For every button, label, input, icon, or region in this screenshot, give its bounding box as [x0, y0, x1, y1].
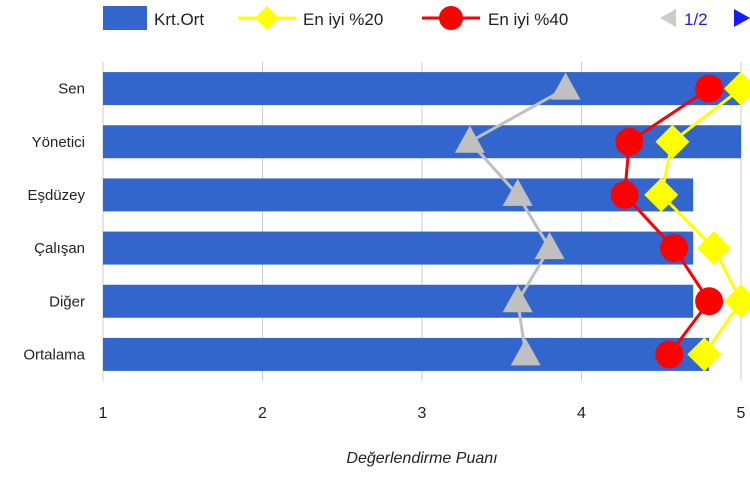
circle-marker — [610, 180, 639, 209]
category-label: Yönetici — [32, 134, 85, 151]
legend-diamond-icon — [255, 6, 279, 30]
legend: Krt.Ort En iyi %20 En iyi %40 1/2 — [103, 6, 750, 30]
circle-marker — [655, 340, 684, 369]
diamond-marker — [724, 71, 750, 106]
legend-page-indicator: 1/2 — [684, 10, 708, 29]
triangle-marker — [550, 72, 581, 100]
bar — [103, 337, 710, 371]
circle-marker — [695, 74, 724, 103]
legend-circle-icon — [439, 6, 463, 30]
x-tick-label: 1 — [99, 405, 108, 422]
triangle-marker — [502, 178, 533, 206]
x-tick-label: 2 — [258, 405, 267, 422]
category-label: Çalışan — [34, 240, 85, 257]
gridlines — [102, 62, 742, 381]
x-tick-label: 4 — [577, 405, 586, 422]
bar — [103, 72, 741, 106]
legend-prev-page-icon[interactable] — [660, 9, 676, 27]
diamond-marker — [655, 124, 690, 159]
x-tick-label: 5 — [737, 405, 746, 422]
circle-marker — [615, 127, 644, 156]
circle-marker — [695, 287, 724, 316]
legend-next-page-icon[interactable] — [734, 9, 750, 27]
series-markers — [454, 71, 750, 372]
bar — [103, 178, 694, 212]
legend-label-krt-ort: Krt.Ort — [154, 10, 204, 29]
diamond-marker — [687, 337, 722, 372]
category-label: Eşdüzey — [27, 187, 85, 204]
diamond-marker — [724, 284, 750, 319]
legend-swatch-krt-ort — [103, 6, 147, 30]
category-label: Diğer — [49, 293, 85, 310]
bar — [103, 231, 694, 265]
circle-marker — [660, 234, 689, 263]
x-tick-labels: 1 2 3 4 5 — [99, 405, 746, 422]
x-axis-title: Değerlendirme Puanı — [346, 450, 497, 467]
bar — [103, 284, 694, 318]
x-tick-label: 3 — [418, 405, 427, 422]
triangle-marker — [510, 338, 541, 366]
legend-label-top20: En iyi %20 — [303, 10, 383, 29]
diamond-marker — [644, 177, 679, 212]
triangle-marker — [534, 232, 565, 260]
triangle-marker — [454, 125, 485, 153]
category-label: Ortalama — [23, 346, 85, 363]
category-label: Sen — [58, 81, 85, 98]
diamond-marker — [696, 231, 731, 266]
legend-label-top40: En iyi %40 — [488, 10, 568, 29]
triangle-marker — [502, 285, 533, 313]
category-labels: Sen Yönetici Eşdüzey Çalışan Diğer Ortalama — [23, 81, 85, 364]
